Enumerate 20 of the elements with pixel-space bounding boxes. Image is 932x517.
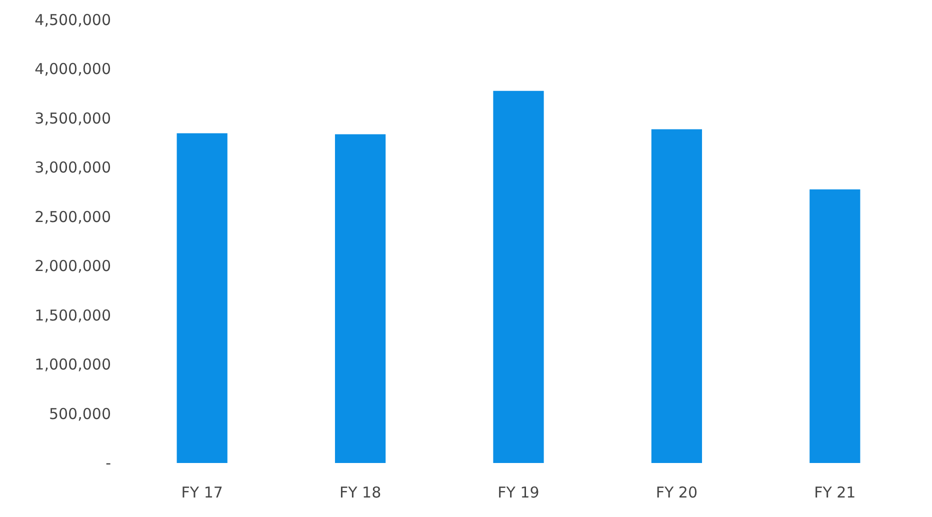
x-tick-label: FY 17: [181, 484, 223, 502]
y-tick-label: 3,500,000: [34, 109, 111, 128]
x-tick-label: FY 21: [814, 484, 856, 502]
bar: [651, 129, 702, 463]
y-tick-label: 3,000,000: [34, 158, 111, 177]
y-tick-label: 4,500,000: [34, 11, 111, 29]
bar: [810, 189, 860, 463]
bar: [493, 90, 544, 463]
y-tick-label: -: [106, 454, 111, 472]
bar: [176, 133, 228, 463]
x-tick-label: FY 18: [339, 484, 382, 502]
bar: [334, 134, 386, 463]
y-tick-label: 1,000,000: [34, 356, 111, 374]
y-tick-label: 4,000,000: [34, 60, 111, 78]
x-tick-label: FY 19: [498, 484, 540, 502]
y-tick-label: 2,500,000: [34, 208, 111, 226]
y-tick-label: 2,000,000: [34, 257, 111, 276]
y-tick-label: 1,500,000: [34, 306, 111, 324]
y-tick-label: 500,000: [48, 404, 111, 423]
x-tick-label: FY 20: [656, 484, 698, 502]
